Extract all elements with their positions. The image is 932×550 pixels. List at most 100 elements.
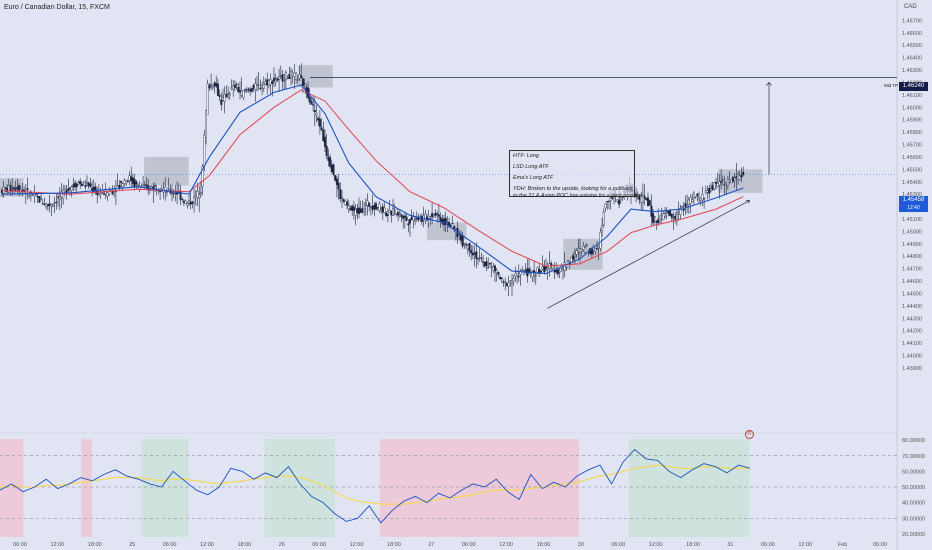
candle-body [721,179,724,181]
time-tick-label: 06:00 [312,542,326,548]
candle-body [701,194,704,201]
consolidation-box [427,222,467,241]
candle-body [80,183,83,187]
candle-body [463,243,466,245]
candle-body [466,245,469,249]
candle-body [538,268,541,273]
candle-body [507,282,510,287]
time-tick-label: 18:00 [88,542,102,548]
trade-note[interactable]: HTF: Long LSD Long ATF Ema's Long ATF YD… [509,150,644,199]
candle-body [291,73,294,76]
candle-body [262,84,265,89]
price-tick-label: 1.46300 [902,68,922,74]
candle-body [159,190,162,192]
consolidation-box [298,65,333,88]
candle-body [247,88,250,91]
candle-body [427,216,430,219]
candle-body [505,282,508,287]
candle-body [213,82,216,87]
time-tick-label: 06:00 [13,542,27,548]
candle-body [708,187,711,194]
candle-body [473,252,476,255]
candle-body [58,196,61,200]
time-tick-label: 12:00 [350,542,364,548]
candle-body [35,194,38,196]
candle-body [230,87,233,90]
candle-body [14,188,17,191]
candle-body [70,186,73,191]
candle-body [210,84,213,86]
candle-body [320,127,323,130]
ema-slow-line [1,89,744,267]
osc-tick-label: 60.00000 [902,469,925,475]
candle-body [451,223,454,225]
candle-body [376,207,379,209]
candle-body [694,195,697,198]
candle-body [385,213,388,216]
candle-body [72,184,75,188]
candle-body [414,219,417,222]
candle-body [709,188,712,192]
candle-body [2,186,5,194]
candle-body [516,271,519,276]
price-tick-label: 1.45700 [902,143,922,149]
candle-body [388,210,391,213]
session-zone [628,439,750,537]
time-tick-label: 25 [129,542,135,548]
candle-body [366,200,369,206]
candle-body [635,194,638,197]
time-tick-label: 18:00 [237,542,251,548]
candle-body [322,129,325,141]
candle-body [9,184,12,191]
candles-group [1,63,745,297]
candle-body [324,136,327,147]
candle-body [461,235,464,247]
candle-body [194,195,197,199]
candle-body [77,182,80,185]
candle-body [658,218,661,223]
time-tick-label: 12:00 [499,542,513,548]
candle-body [43,203,46,205]
candle-body [23,189,26,192]
candle-body [133,178,136,187]
candle-body [74,182,77,188]
candle-body [674,215,677,220]
candle-body [713,182,716,190]
candle-body [386,214,389,216]
candle-body [342,199,345,202]
candle-body [687,199,690,205]
price-tick-label: 1.45300 [902,192,922,198]
candle-body [106,192,109,197]
candle-body [375,203,378,210]
candle-body [111,191,114,195]
candle-body [477,258,480,260]
candle-body [684,203,687,208]
session-zone [141,439,189,537]
candle-body [703,198,706,200]
candle-body [689,197,692,204]
candle-body [539,270,542,273]
candle-body [187,200,190,204]
session-zone [379,439,580,537]
candle-body [344,201,347,206]
target-price-tag: 1.46240 [899,82,928,91]
candle-body [352,206,355,211]
candle-body [698,196,701,200]
candle-body [483,261,486,267]
candle-body [740,174,743,178]
candle-body [172,192,175,194]
candle-body [335,178,338,185]
candle-body [575,250,578,255]
time-tick-label: 26 [279,542,285,548]
alert-icon[interactable]: © [745,430,754,439]
candle-body [341,197,344,199]
time-tick-label: Feb [838,542,847,548]
candle-body [354,209,357,216]
candle-body [237,86,240,92]
price-tick-label: 1.44300 [902,316,922,322]
candle-body [206,83,209,115]
price-tick-label: 1.46500 [902,43,922,49]
candle-body [301,78,304,87]
candle-body [424,213,427,222]
